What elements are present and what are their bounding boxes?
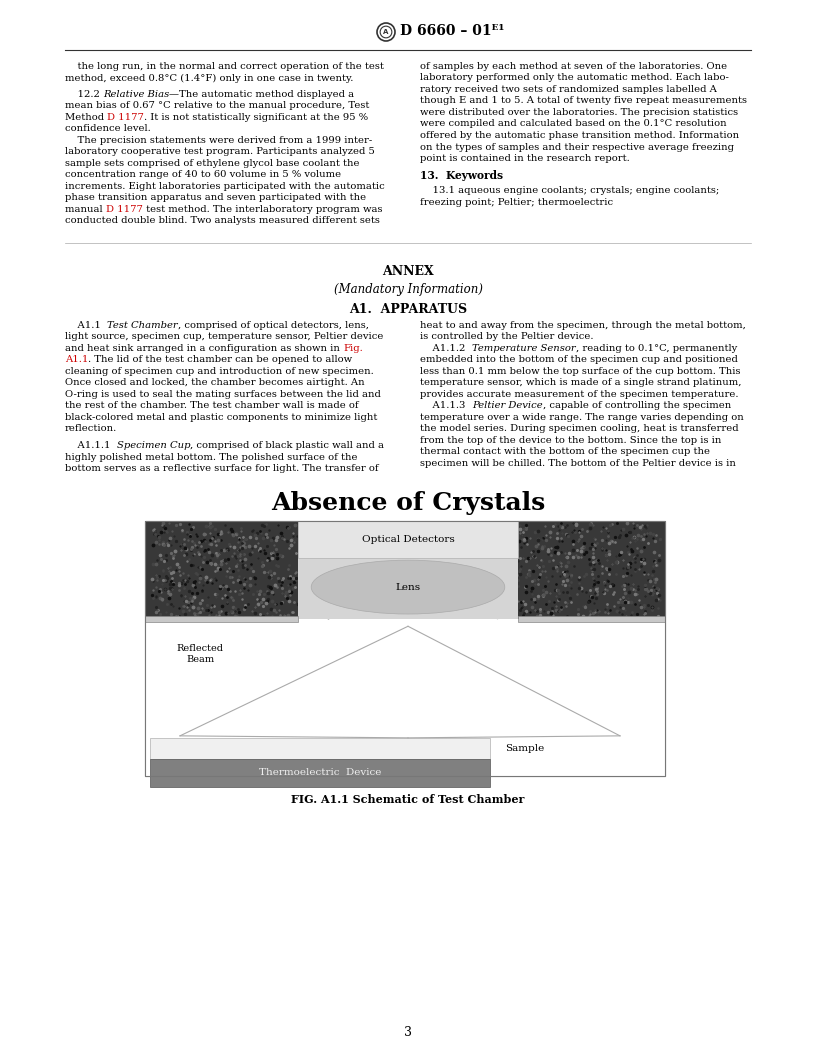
Bar — [298, 521, 518, 559]
Text: Sample: Sample — [505, 743, 544, 753]
Text: The precision statements were derived from a 1999 inter-: The precision statements were derived fr… — [65, 135, 372, 145]
Text: A1.1: A1.1 — [65, 355, 88, 364]
Text: —The automatic method displayed a: —The automatic method displayed a — [169, 90, 354, 98]
Text: (Mandatory Information): (Mandatory Information) — [334, 283, 482, 296]
Text: laboratory cooperative test program. Participants analyzed 5: laboratory cooperative test program. Par… — [65, 147, 375, 156]
Text: 13.1 aqueous engine coolants; crystals; engine coolants;: 13.1 aqueous engine coolants; crystals; … — [420, 186, 720, 195]
Text: phase transition apparatus and seven participated with the: phase transition apparatus and seven par… — [65, 193, 366, 202]
Text: test method. The interlaboratory program was: test method. The interlaboratory program… — [143, 205, 382, 213]
Text: conducted double blind. Two analysts measured different sets: conducted double blind. Two analysts mea… — [65, 216, 380, 225]
Text: offered by the automatic phase transition method. Information: offered by the automatic phase transitio… — [420, 131, 739, 140]
Text: cleaning of specimen cup and introduction of new specimen.: cleaning of specimen cup and introductio… — [65, 366, 374, 376]
Text: Temperature Sensor: Temperature Sensor — [472, 343, 576, 353]
Text: ratory received two sets of randomized samples labelled A: ratory received two sets of randomized s… — [420, 84, 717, 94]
Bar — [145, 622, 665, 776]
Text: Lens: Lens — [396, 583, 420, 591]
Text: is controlled by the Peltier device.: is controlled by the Peltier device. — [420, 332, 594, 341]
Text: A1.1: A1.1 — [65, 321, 107, 329]
Text: less than 0.1 mm below the top surface of the cup bottom. This: less than 0.1 mm below the top surface o… — [420, 366, 741, 376]
Text: ANNEX: ANNEX — [382, 265, 434, 278]
Bar — [145, 521, 665, 619]
Text: light source, specimen cup, temperature sensor, Peltier device: light source, specimen cup, temperature … — [65, 332, 384, 341]
Text: were compiled and calculated based on the 0.1°C resolution: were compiled and calculated based on th… — [420, 119, 727, 129]
Text: Fig.: Fig. — [343, 343, 363, 353]
Text: 13.  Keywords: 13. Keywords — [420, 170, 503, 181]
Text: D 1177: D 1177 — [106, 205, 143, 213]
Text: , capable of controlling the specimen: , capable of controlling the specimen — [543, 401, 731, 410]
Text: confidence level.: confidence level. — [65, 125, 151, 133]
Text: , comprised of optical detectors, lens,: , comprised of optical detectors, lens, — [178, 321, 369, 329]
Text: bottom serves as a reflective surface for light. The transfer of: bottom serves as a reflective surface fo… — [65, 465, 379, 473]
Text: method, exceed 0.8°C (1.4°F) only in one case in twenty.: method, exceed 0.8°C (1.4°F) only in one… — [65, 74, 353, 82]
Text: heat to and away from the specimen, through the metal bottom,: heat to and away from the specimen, thro… — [420, 321, 747, 329]
Text: A1.1.2: A1.1.2 — [420, 343, 472, 353]
Text: mean bias of 0.67 °C relative to the manual procedure, Test: mean bias of 0.67 °C relative to the man… — [65, 101, 370, 110]
Text: A: A — [384, 29, 388, 35]
Bar — [150, 738, 490, 759]
Text: A1.1.1: A1.1.1 — [65, 441, 117, 450]
Text: temperature sensor, which is made of a single strand platinum,: temperature sensor, which is made of a s… — [420, 378, 742, 388]
Text: increments. Eight laboratories participated with the automatic: increments. Eight laboratories participa… — [65, 182, 385, 190]
Bar — [298, 521, 518, 619]
Text: specimen will be chilled. The bottom of the Peltier device is in: specimen will be chilled. The bottom of … — [420, 458, 736, 468]
Text: Specimen Cup: Specimen Cup — [117, 441, 190, 450]
Text: laboratory performed only the automatic method. Each labo-: laboratory performed only the automatic … — [420, 74, 730, 82]
Text: Peltier Device: Peltier Device — [472, 401, 543, 410]
Bar — [145, 521, 665, 776]
Text: D 1177: D 1177 — [107, 113, 144, 121]
Text: , comprised of black plastic wall and a: , comprised of black plastic wall and a — [190, 441, 384, 450]
Text: Reflected
Beam: Reflected Beam — [176, 644, 224, 664]
Text: manual: manual — [65, 205, 106, 213]
Text: 12.2: 12.2 — [65, 90, 103, 98]
Text: Thermoelectric  Device: Thermoelectric Device — [259, 769, 381, 777]
Text: the long run, in the normal and correct operation of the test: the long run, in the normal and correct … — [65, 62, 384, 71]
Text: on the types of samples and their respective average freezing: on the types of samples and their respec… — [420, 143, 734, 151]
Text: concentration range of 40 to 60 volume in 5 % volume: concentration range of 40 to 60 volume i… — [65, 170, 341, 180]
Text: Optical Detectors: Optical Detectors — [361, 535, 455, 544]
Bar — [145, 616, 298, 622]
Text: from the top of the device to the bottom. Since the top is in: from the top of the device to the bottom… — [420, 436, 722, 445]
Text: and heat sink arranged in a configuration as shown in: and heat sink arranged in a configuratio… — [65, 343, 343, 353]
Text: thermal contact with the bottom of the specimen cup the: thermal contact with the bottom of the s… — [420, 447, 711, 456]
Bar — [518, 616, 665, 622]
Text: reflection.: reflection. — [65, 425, 118, 433]
Text: embedded into the bottom of the specimen cup and positioned: embedded into the bottom of the specimen… — [420, 355, 738, 364]
Text: Method: Method — [65, 113, 107, 121]
Text: FIG. A1.1 Schematic of Test Chamber: FIG. A1.1 Schematic of Test Chamber — [291, 794, 525, 805]
Text: D 6660 – 01ᴱ¹: D 6660 – 01ᴱ¹ — [400, 24, 504, 38]
Text: highly polished metal bottom. The polished surface of the: highly polished metal bottom. The polish… — [65, 453, 357, 461]
Text: point is contained in the research report.: point is contained in the research repor… — [420, 154, 630, 163]
Text: 3: 3 — [404, 1026, 412, 1039]
Bar — [145, 521, 665, 776]
Text: Once closed and locked, the chamber becomes airtight. An: Once closed and locked, the chamber beco… — [65, 378, 365, 388]
Text: black-colored metal and plastic components to minimize light: black-colored metal and plastic componen… — [65, 413, 377, 421]
Text: . It is not statistically significant at the 95 %: . It is not statistically significant at… — [144, 113, 368, 121]
Text: though E and 1 to 5. A total of twenty five repeat measurements: though E and 1 to 5. A total of twenty f… — [420, 96, 747, 106]
Text: were distributed over the laboratories. The precision statistics: were distributed over the laboratories. … — [420, 108, 738, 117]
Text: of samples by each method at seven of the laboratories. One: of samples by each method at seven of th… — [420, 62, 728, 71]
Text: sample sets comprised of ethylene glycol base coolant the: sample sets comprised of ethylene glycol… — [65, 158, 360, 168]
Text: . The lid of the test chamber can be opened to allow: . The lid of the test chamber can be ope… — [88, 355, 353, 364]
Text: the model series. During specimen cooling, heat is transferred: the model series. During specimen coolin… — [420, 425, 739, 433]
Text: provides accurate measurement of the specimen temperature.: provides accurate measurement of the spe… — [420, 390, 739, 398]
Text: , reading to 0.1°C, permanently: , reading to 0.1°C, permanently — [576, 343, 737, 353]
Text: O-ring is used to seal the mating surfaces between the lid and: O-ring is used to seal the mating surfac… — [65, 390, 381, 398]
Text: A1.1.3: A1.1.3 — [420, 401, 472, 410]
Text: freezing point; Peltier; thermoelectric: freezing point; Peltier; thermoelectric — [420, 197, 614, 207]
Ellipse shape — [311, 560, 505, 614]
Text: Test Chamber: Test Chamber — [107, 321, 178, 329]
Text: Absence of Crystals: Absence of Crystals — [271, 491, 545, 515]
Bar — [150, 759, 490, 787]
Text: temperature over a wide range. The range varies depending on: temperature over a wide range. The range… — [420, 413, 744, 421]
Text: the rest of the chamber. The test chamber wall is made of: the rest of the chamber. The test chambe… — [65, 401, 358, 410]
Text: A1.  APPARATUS: A1. APPARATUS — [349, 303, 467, 316]
Text: Relative Bias: Relative Bias — [103, 90, 169, 98]
